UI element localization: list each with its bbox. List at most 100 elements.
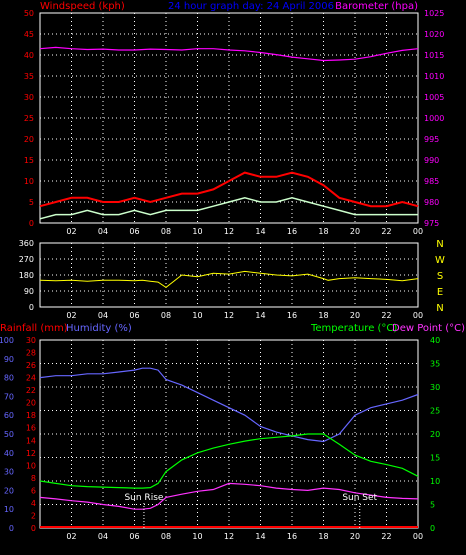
temperature-tick-label: 35 xyxy=(430,360,440,369)
barometer-tick-label: 975 xyxy=(424,219,439,228)
series-wind-direction xyxy=(39,270,419,289)
humidity-tick-label: 90 xyxy=(4,355,14,364)
direction-tick-label: 90 xyxy=(24,287,34,296)
humidity-tick-label: 10 xyxy=(4,505,14,514)
humidity-tick-label: 0 xyxy=(9,524,14,533)
barometer-tick-label: 1000 xyxy=(424,114,444,123)
rainfall-tick-label: 8 xyxy=(31,474,36,483)
panel1-x-tick-label: 22 xyxy=(381,227,391,236)
windspeed-tick-label: 20 xyxy=(24,135,34,144)
windspeed-tick-label: 10 xyxy=(24,177,34,186)
barometer-tick-label: 1025 xyxy=(424,9,444,18)
temperature-tick-label: 20 xyxy=(430,430,440,439)
panel1-x-tick-label: 06 xyxy=(129,227,139,236)
windspeed-tick-label: 25 xyxy=(24,114,34,123)
panel3-x-tick-label: 16 xyxy=(287,532,297,541)
panel1-x-tick-label: 12 xyxy=(224,227,234,236)
series-wind-gust xyxy=(39,171,419,208)
humidity-tick-label: 60 xyxy=(4,411,14,420)
rainfall-tick-label: 22 xyxy=(26,386,36,395)
temperature-tick-label: 40 xyxy=(430,336,440,345)
panel1-x-tick-label: 02 xyxy=(66,227,76,236)
barometer-tick-label: 1010 xyxy=(424,72,444,81)
rainfall-tick-label: 0 xyxy=(31,524,36,533)
rainfall-tick-label: 4 xyxy=(31,499,36,508)
sunset-label: Sun Set xyxy=(342,493,377,503)
panel2-x-tick-label: 16 xyxy=(287,311,297,320)
barometer-tick-label: 980 xyxy=(424,198,439,207)
panel3-x-tick-label: 06 xyxy=(129,532,139,541)
windspeed-tick-label: 40 xyxy=(24,51,34,60)
dew-point-axis-label: Dew Point (°C) xyxy=(392,323,465,334)
panel2-x-tick-label: 10 xyxy=(192,311,202,320)
humidity-tick-label: 20 xyxy=(4,486,14,495)
panel3-x-tick-label: 22 xyxy=(381,532,391,541)
compass-label: N xyxy=(436,239,443,250)
panel2-x-tick-label: 04 xyxy=(98,311,108,320)
panel1-x-tick-label: 14 xyxy=(255,227,265,236)
windspeed-tick-label: 45 xyxy=(24,30,34,39)
compass-label: W xyxy=(435,255,445,266)
panel3-x-tick-label: 00 xyxy=(413,532,423,541)
panel3-x-tick-label: 12 xyxy=(224,532,234,541)
panel3-x-tick-label: 18 xyxy=(318,532,328,541)
panel1-x-tick-label: 08 xyxy=(161,227,171,236)
barometer-tick-label: 990 xyxy=(424,156,439,165)
temperature-tick-label: 15 xyxy=(430,454,440,463)
rainfall-tick-label: 12 xyxy=(26,449,36,458)
rainfall-tick-label: 16 xyxy=(26,424,36,433)
series-dew-point xyxy=(39,482,419,510)
panel2-x-tick-label: 00 xyxy=(413,311,423,320)
panel3-x-tick-label: 10 xyxy=(192,532,202,541)
panel1-x-tick-label: 04 xyxy=(98,227,108,236)
rainfall-tick-label: 26 xyxy=(26,361,36,370)
panel1-x-tick-label: 00 xyxy=(413,227,423,236)
compass-label: E xyxy=(437,287,443,298)
rainfall-tick-label: 30 xyxy=(26,336,36,345)
humidity-tick-label: 50 xyxy=(4,430,14,439)
rainfall-tick-label: 24 xyxy=(26,374,36,383)
windspeed-axis-label: Windspeed (kph) xyxy=(40,1,125,12)
direction-tick-label: 270 xyxy=(19,255,34,264)
rainfall-tick-label: 28 xyxy=(26,349,36,358)
humidity-tick-label: 40 xyxy=(4,449,14,458)
panel1-x-tick-label: 20 xyxy=(350,227,360,236)
panel3-x-tick-label: 20 xyxy=(350,532,360,541)
temperature-tick-label: 30 xyxy=(430,383,440,392)
windspeed-tick-label: 30 xyxy=(24,93,34,102)
temperature-axis-label: Temperature (°C) xyxy=(310,323,397,334)
windspeed-tick-label: 15 xyxy=(24,156,34,165)
rainfall-tick-label: 2 xyxy=(31,511,36,520)
barometer-tick-label: 1005 xyxy=(424,93,444,102)
windspeed-tick-label: 50 xyxy=(24,9,34,18)
compass-label: S xyxy=(437,271,443,282)
direction-tick-label: 0 xyxy=(29,303,34,312)
series-wind-average xyxy=(39,197,418,220)
panel3-x-tick-label: 02 xyxy=(66,532,76,541)
panel2-x-tick-label: 12 xyxy=(224,311,234,320)
panel3-x-tick-label: 04 xyxy=(98,532,108,541)
windspeed-tick-label: 0 xyxy=(29,219,34,228)
series-barometer xyxy=(39,46,419,62)
humidity-axis-label: Humidity (%) xyxy=(66,323,132,334)
panel3-x-tick-label: 14 xyxy=(255,532,265,541)
panel3-x-tick-label: 08 xyxy=(161,532,171,541)
series-temperature xyxy=(39,433,419,489)
humidity-tick-label: 100 xyxy=(0,336,14,345)
compass-label: N xyxy=(436,303,443,314)
panel2-x-tick-label: 14 xyxy=(255,311,265,320)
panel1-x-tick-label: 18 xyxy=(318,227,328,236)
humidity-tick-label: 80 xyxy=(4,374,14,383)
barometer-tick-label: 995 xyxy=(424,135,439,144)
humidity-tick-label: 30 xyxy=(4,468,14,477)
temperature-tick-label: 10 xyxy=(430,477,440,486)
panel2-x-tick-label: 22 xyxy=(381,311,391,320)
direction-tick-label: 360 xyxy=(19,239,34,248)
graph-title: 24 hour graph day: 24 April 2006 xyxy=(168,1,334,12)
humidity-tick-label: 70 xyxy=(4,392,14,401)
temperature-tick-label: 0 xyxy=(430,524,435,533)
panel2-x-tick-label: 08 xyxy=(161,311,171,320)
direction-tick-label: 180 xyxy=(19,271,34,280)
rainfall-tick-label: 18 xyxy=(26,411,36,420)
